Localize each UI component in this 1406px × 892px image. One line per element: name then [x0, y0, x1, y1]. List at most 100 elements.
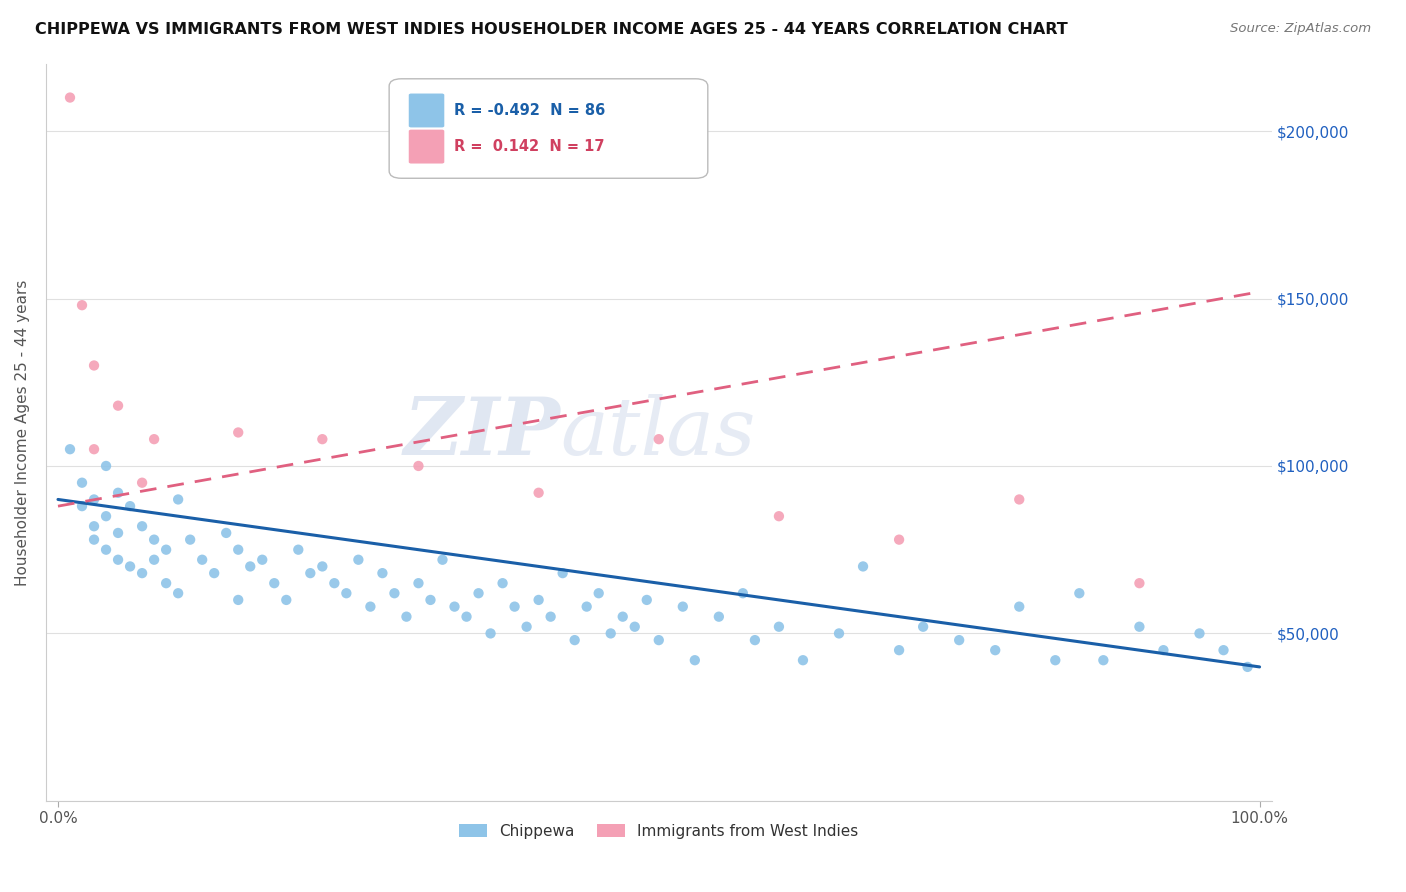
- Point: [1128, 576, 1150, 591]
- Text: Source: ZipAtlas.com: Source: ZipAtlas.com: [1230, 22, 1371, 36]
- Point: [143, 553, 166, 567]
- Text: R = -0.492  N = 86: R = -0.492 N = 86: [454, 103, 606, 118]
- Point: [107, 399, 129, 413]
- Point: [1212, 643, 1234, 657]
- Point: [83, 492, 105, 507]
- Point: [107, 485, 129, 500]
- Point: [1152, 643, 1174, 657]
- Point: [564, 633, 586, 648]
- Point: [479, 626, 502, 640]
- Legend: Chippewa, Immigrants from West Indies: Chippewa, Immigrants from West Indies: [453, 818, 865, 845]
- Point: [94, 509, 117, 524]
- Point: [612, 609, 634, 624]
- Point: [768, 509, 790, 524]
- Point: [1069, 586, 1091, 600]
- Point: [527, 593, 550, 607]
- Point: [648, 633, 671, 648]
- Point: [419, 593, 441, 607]
- Point: [311, 559, 333, 574]
- Point: [456, 609, 478, 624]
- Point: [191, 553, 214, 567]
- Point: [984, 643, 1007, 657]
- Point: [276, 593, 298, 607]
- Point: [408, 458, 430, 473]
- Point: [1092, 653, 1115, 667]
- Text: ZIP: ZIP: [404, 393, 561, 471]
- Point: [1188, 626, 1211, 640]
- Point: [179, 533, 201, 547]
- Point: [226, 593, 249, 607]
- Point: [527, 485, 550, 500]
- Point: [70, 475, 93, 490]
- Point: [467, 586, 489, 600]
- Point: [202, 566, 225, 581]
- Point: [83, 359, 105, 373]
- Point: [516, 620, 538, 634]
- Point: [731, 586, 754, 600]
- Point: [131, 519, 153, 533]
- Point: [287, 542, 309, 557]
- Point: [155, 576, 177, 591]
- Point: [792, 653, 814, 667]
- Point: [311, 432, 333, 446]
- Text: R =  0.142  N = 17: R = 0.142 N = 17: [454, 139, 605, 154]
- FancyBboxPatch shape: [389, 78, 707, 178]
- Point: [1045, 653, 1067, 667]
- Point: [395, 609, 418, 624]
- Point: [744, 633, 766, 648]
- Point: [131, 566, 153, 581]
- Point: [252, 553, 274, 567]
- Point: [623, 620, 645, 634]
- Point: [226, 425, 249, 440]
- Point: [83, 533, 105, 547]
- Point: [1236, 660, 1258, 674]
- Point: [648, 432, 671, 446]
- Point: [540, 609, 562, 624]
- Point: [588, 586, 610, 600]
- Point: [636, 593, 658, 607]
- FancyBboxPatch shape: [409, 129, 444, 163]
- Point: [323, 576, 346, 591]
- Point: [491, 576, 513, 591]
- Point: [83, 442, 105, 457]
- Point: [683, 653, 706, 667]
- Point: [155, 542, 177, 557]
- Text: CHIPPEWA VS IMMIGRANTS FROM WEST INDIES HOUSEHOLDER INCOME AGES 25 - 44 YEARS CO: CHIPPEWA VS IMMIGRANTS FROM WEST INDIES …: [35, 22, 1069, 37]
- Point: [120, 559, 142, 574]
- Point: [887, 643, 910, 657]
- Point: [131, 475, 153, 490]
- Point: [143, 533, 166, 547]
- FancyBboxPatch shape: [409, 94, 444, 128]
- Point: [120, 499, 142, 513]
- Point: [83, 519, 105, 533]
- Point: [167, 586, 190, 600]
- Point: [852, 559, 875, 574]
- Point: [948, 633, 970, 648]
- Point: [70, 499, 93, 513]
- Y-axis label: Householder Income Ages 25 - 44 years: Householder Income Ages 25 - 44 years: [15, 279, 30, 586]
- Point: [1008, 492, 1031, 507]
- Point: [59, 90, 82, 104]
- Point: [107, 553, 129, 567]
- Point: [599, 626, 621, 640]
- Point: [215, 525, 238, 540]
- Point: [707, 609, 730, 624]
- Point: [299, 566, 322, 581]
- Point: [575, 599, 598, 614]
- Point: [94, 542, 117, 557]
- Point: [335, 586, 357, 600]
- Point: [143, 432, 166, 446]
- Point: [887, 533, 910, 547]
- Point: [768, 620, 790, 634]
- Point: [107, 525, 129, 540]
- Point: [828, 626, 851, 640]
- Point: [239, 559, 262, 574]
- Point: [384, 586, 406, 600]
- Point: [1128, 620, 1150, 634]
- Point: [672, 599, 695, 614]
- Point: [1008, 599, 1031, 614]
- Point: [226, 542, 249, 557]
- Point: [167, 492, 190, 507]
- Point: [551, 566, 574, 581]
- Point: [503, 599, 526, 614]
